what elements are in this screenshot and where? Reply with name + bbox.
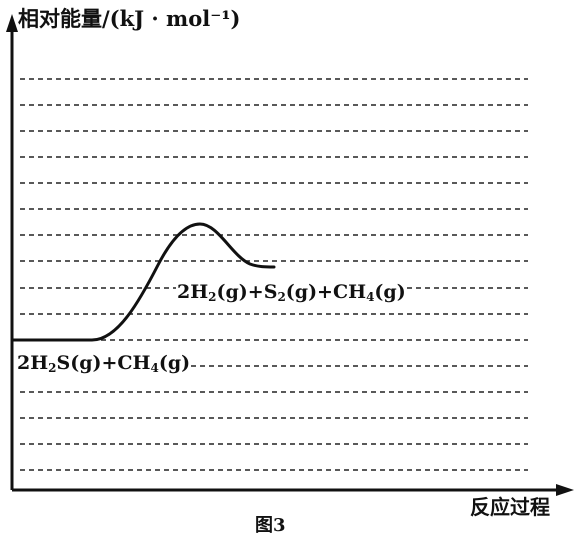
x-axis-label: 反应过程	[470, 495, 550, 519]
energy-curve	[10, 222, 276, 342]
figure-caption: 图3	[255, 515, 286, 536]
dashed-guide-lines	[20, 78, 528, 471]
product-part: (g)+S	[216, 281, 278, 303]
reactant-label: 2H2S(g)+CH4(g)	[16, 352, 192, 375]
product-part: (g)	[374, 281, 406, 303]
product-subscript: 2	[208, 290, 217, 304]
reactant-subscript: 2	[48, 361, 57, 375]
y-axis-label: 相对能量/(kJ · mol⁻¹)	[18, 6, 241, 31]
reactant-subscript: 4	[150, 361, 159, 375]
product-part: 2H	[177, 281, 209, 303]
product-label: 2H2(g)+S2(g)+CH4(g)	[176, 281, 407, 304]
product-subscript: 4	[366, 290, 375, 304]
product-subscript: 2	[277, 290, 286, 304]
x-axis-arrowhead	[556, 484, 574, 496]
reactant-part: (g)	[158, 352, 191, 374]
reactant-part: 2H	[17, 352, 49, 374]
reactant-part: S(g)+CH	[56, 352, 151, 374]
y-axis-arrowhead	[6, 14, 18, 32]
product-part: (g)+CH	[285, 281, 367, 303]
